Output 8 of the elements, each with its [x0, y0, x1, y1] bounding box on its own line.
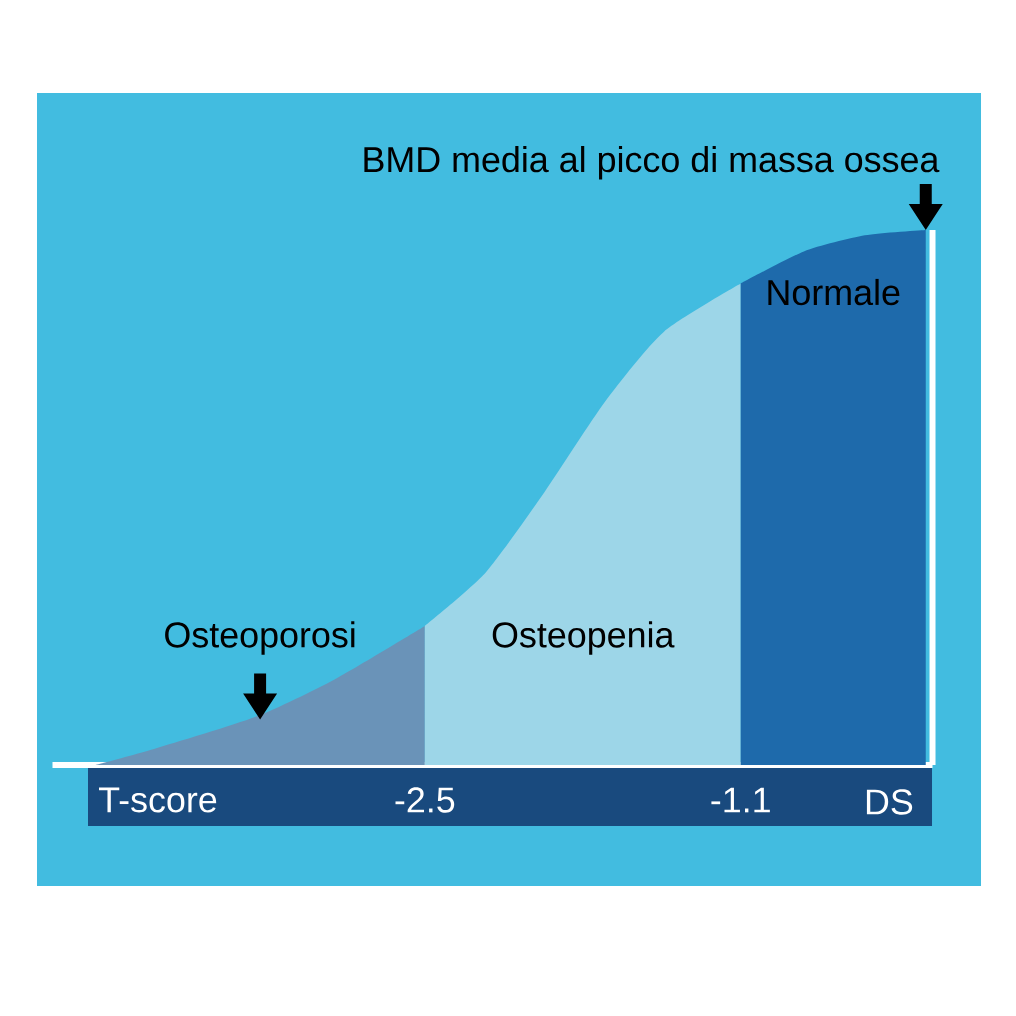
series-label: Normale	[768, 278, 900, 306]
x-tick-label: -1.1	[711, 787, 770, 813]
series-label: Osteoporosi	[165, 621, 355, 655]
annotation: BMD media al picco di massa ossea	[364, 146, 940, 180]
series-label: Osteopenia	[492, 621, 675, 655]
x-tick-label: -2.5	[395, 787, 455, 813]
text: DS	[866, 789, 913, 815]
x-axis-title: T-score	[99, 787, 217, 813]
